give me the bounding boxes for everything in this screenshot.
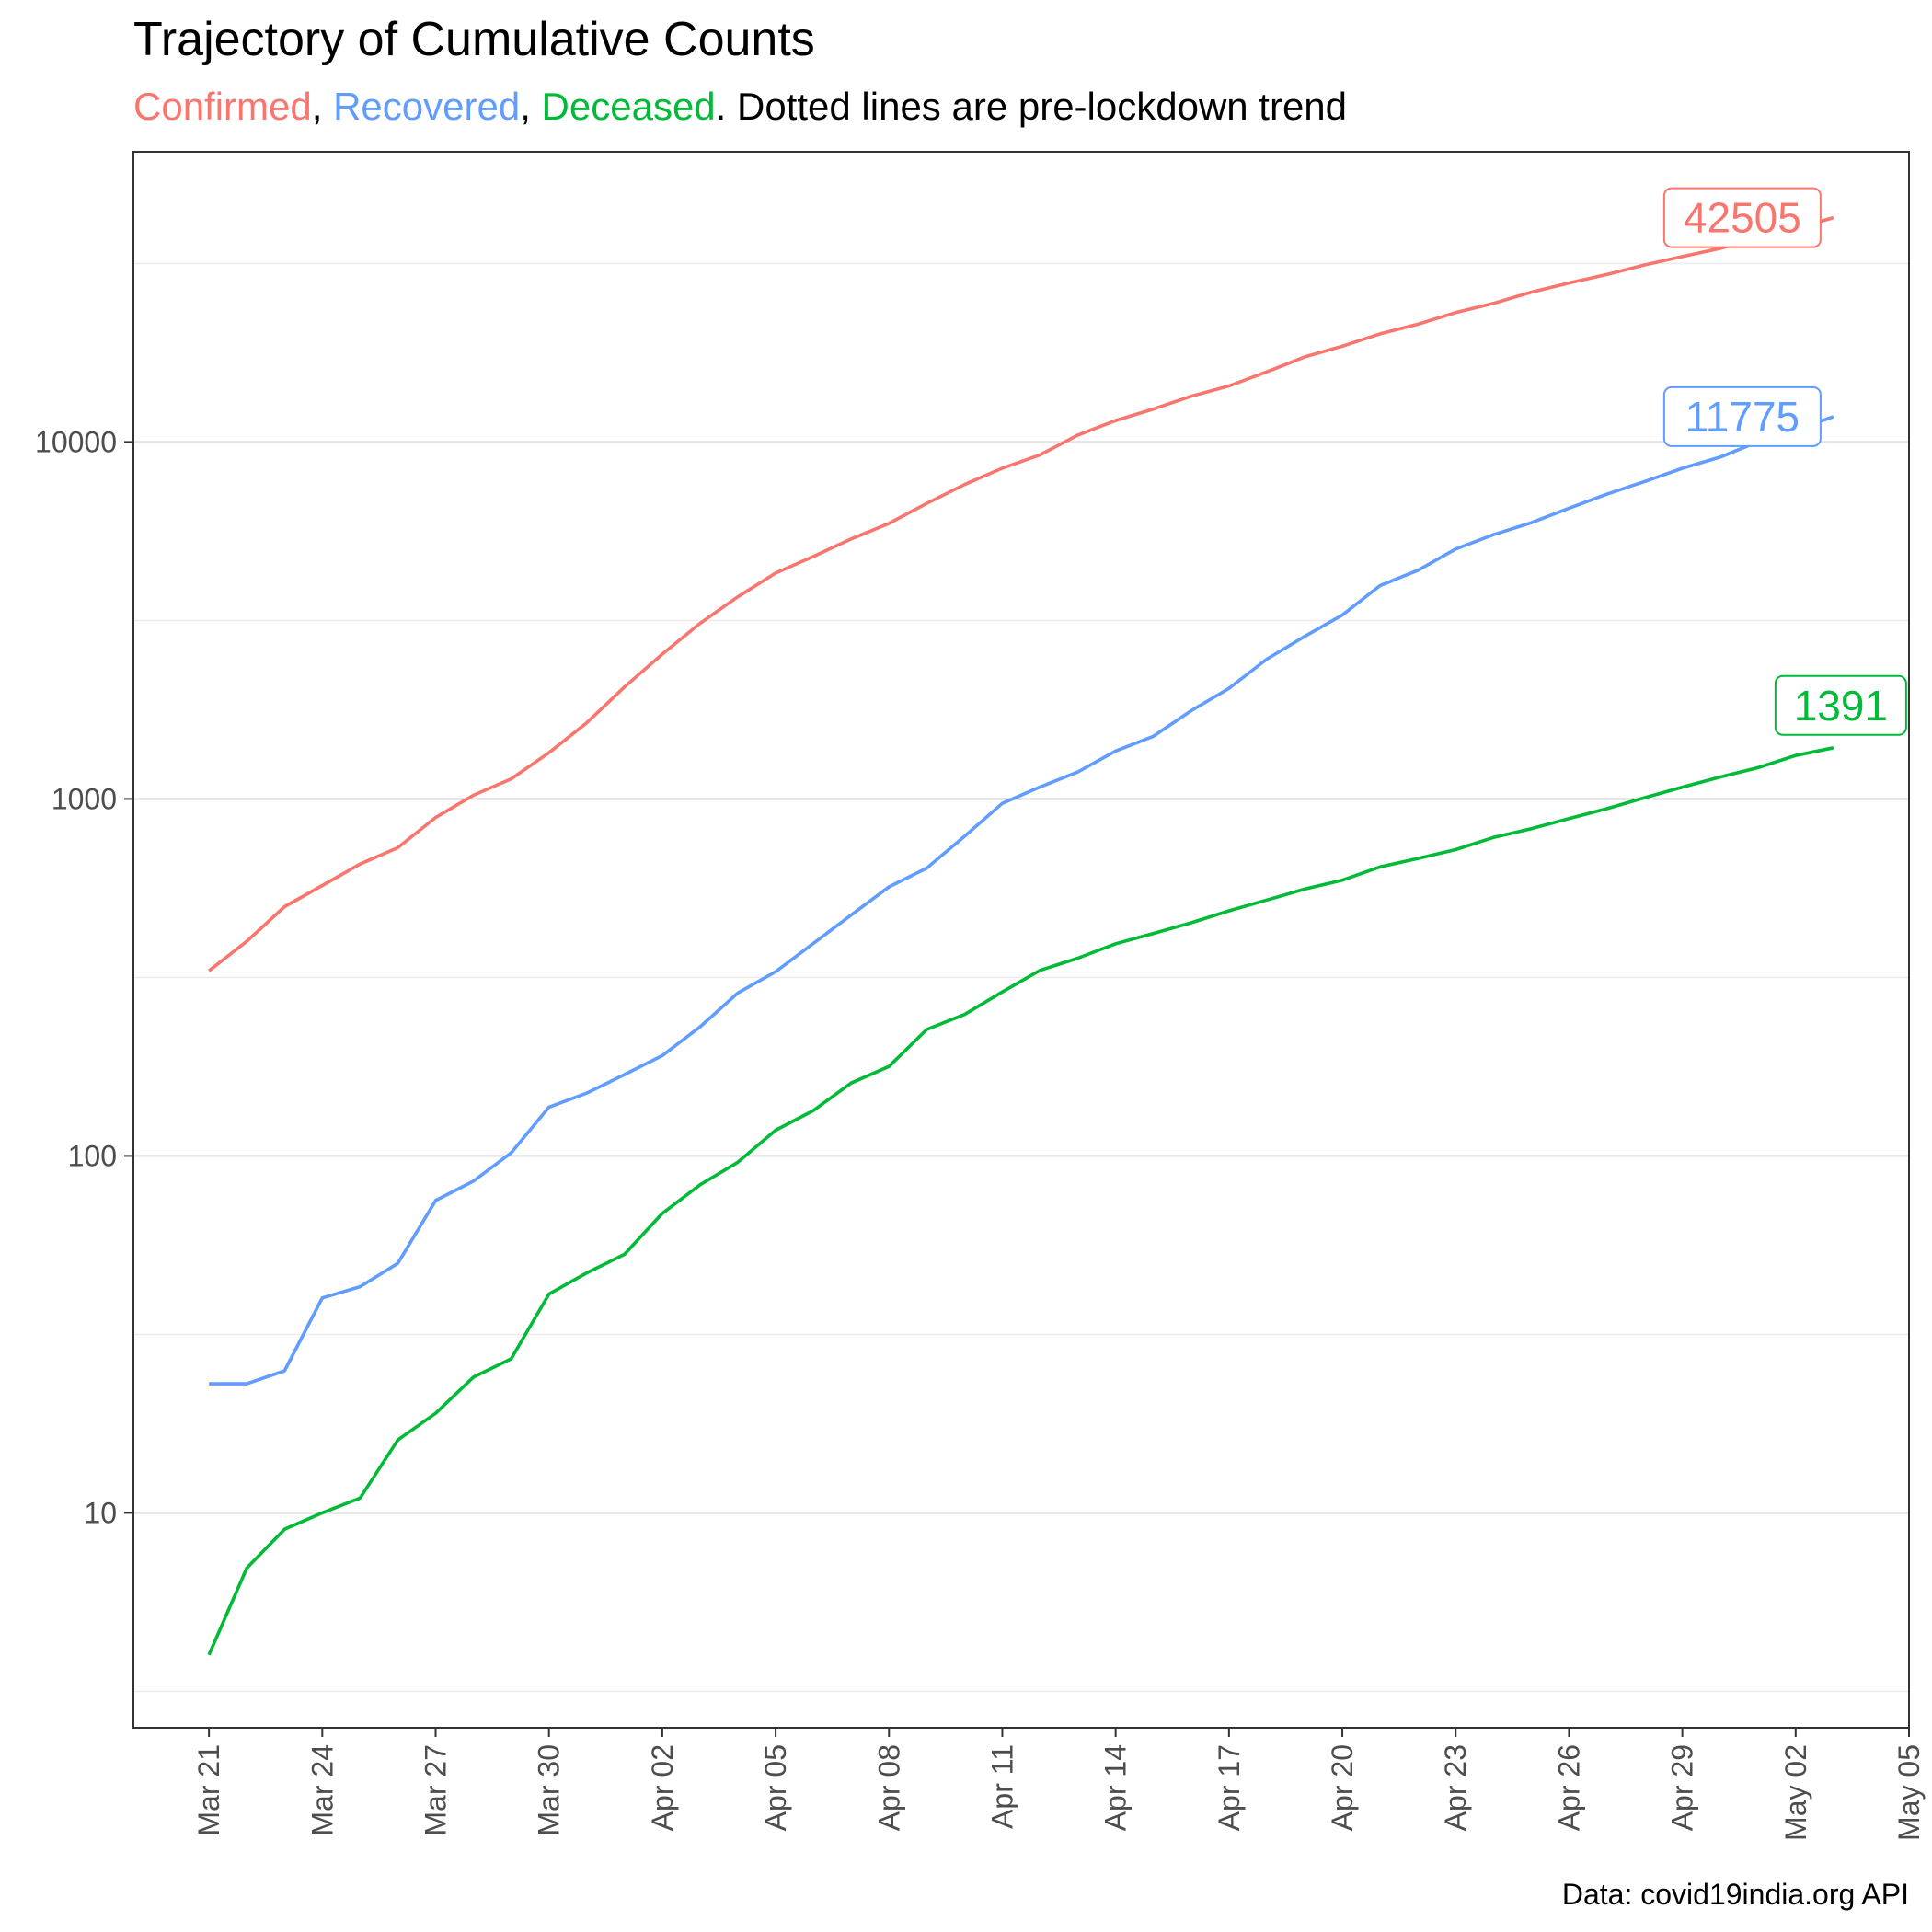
y-tick-label: 10000	[35, 425, 117, 458]
end-label-text: 1391	[1794, 682, 1888, 730]
subtitle-part-1: ,	[312, 85, 333, 128]
y-tick-label: 10	[84, 1496, 117, 1529]
x-tick-label: Apr 23	[1439, 1744, 1472, 1831]
y-tick-label: 1000	[52, 782, 117, 815]
subtitle-part-3: ,	[520, 85, 541, 128]
x-tick-label: Apr 11	[985, 1744, 1018, 1829]
x-tick-label: Apr 20	[1326, 1744, 1359, 1831]
y-axis: 10 100 1000 10000	[35, 425, 133, 1529]
chart-title: Trajectory of Cumulative Counts	[133, 13, 815, 66]
x-tick-label: Mar 27	[420, 1744, 453, 1836]
x-tick-label: Mar 24	[305, 1744, 339, 1836]
grid-layer	[133, 262, 1909, 1693]
subtitle-part-2: Recovered	[333, 85, 520, 128]
series-layer	[207, 215, 1834, 1656]
x-tick-label: Apr 26	[1552, 1744, 1585, 1831]
x-tick-label: Apr 14	[1099, 1744, 1133, 1831]
panel-border	[132, 151, 1910, 1729]
chart-caption: Data: covid19india.org API	[1562, 1878, 1909, 1911]
end-label-layer: 42505 11775 1391	[1662, 187, 1907, 736]
subtitle-part-5: . Dotted lines are pre-lockdown trend	[716, 85, 1347, 128]
x-tick-label: May 05	[1892, 1744, 1926, 1841]
y-tick-label: 100	[68, 1139, 117, 1172]
end-label-box	[1662, 187, 1822, 248]
series-line-recovered	[209, 415, 1834, 1386]
series-line-confirmed	[207, 215, 1834, 972]
subtitle-part-0: Confirmed	[133, 85, 312, 128]
x-tick-label: Apr 05	[759, 1744, 792, 1831]
end-label-text: 11775	[1685, 393, 1800, 441]
x-tick-label: Apr 08	[872, 1744, 905, 1831]
end-label-deceased: 1391	[1774, 674, 1907, 736]
x-tick-label: Mar 30	[533, 1744, 566, 1836]
end-label-box	[1662, 385, 1822, 447]
end-label-text: 42505	[1684, 194, 1801, 242]
x-tick-label: Apr 17	[1213, 1744, 1246, 1831]
x-axis: Mar 21 Mar 24 Mar 27 Mar 30 Apr 02 Apr 05 Apr …	[192, 1728, 1926, 1841]
series-line-deceased	[207, 746, 1834, 1656]
end-label-confirmed: 42505	[1662, 187, 1822, 248]
x-tick-label: Mar 21	[192, 1744, 225, 1836]
chart-subtitle: Confirmed, Recovered, Deceased. Dotted l…	[133, 85, 1347, 128]
end-label-box	[1774, 674, 1907, 736]
end-label-recovered: 11775	[1662, 385, 1822, 447]
x-tick-label: Apr 02	[646, 1744, 679, 1831]
x-tick-label: May 02	[1779, 1744, 1812, 1841]
subtitle-part-4: Deceased	[542, 85, 716, 128]
x-tick-label: Apr 29	[1666, 1744, 1699, 1831]
